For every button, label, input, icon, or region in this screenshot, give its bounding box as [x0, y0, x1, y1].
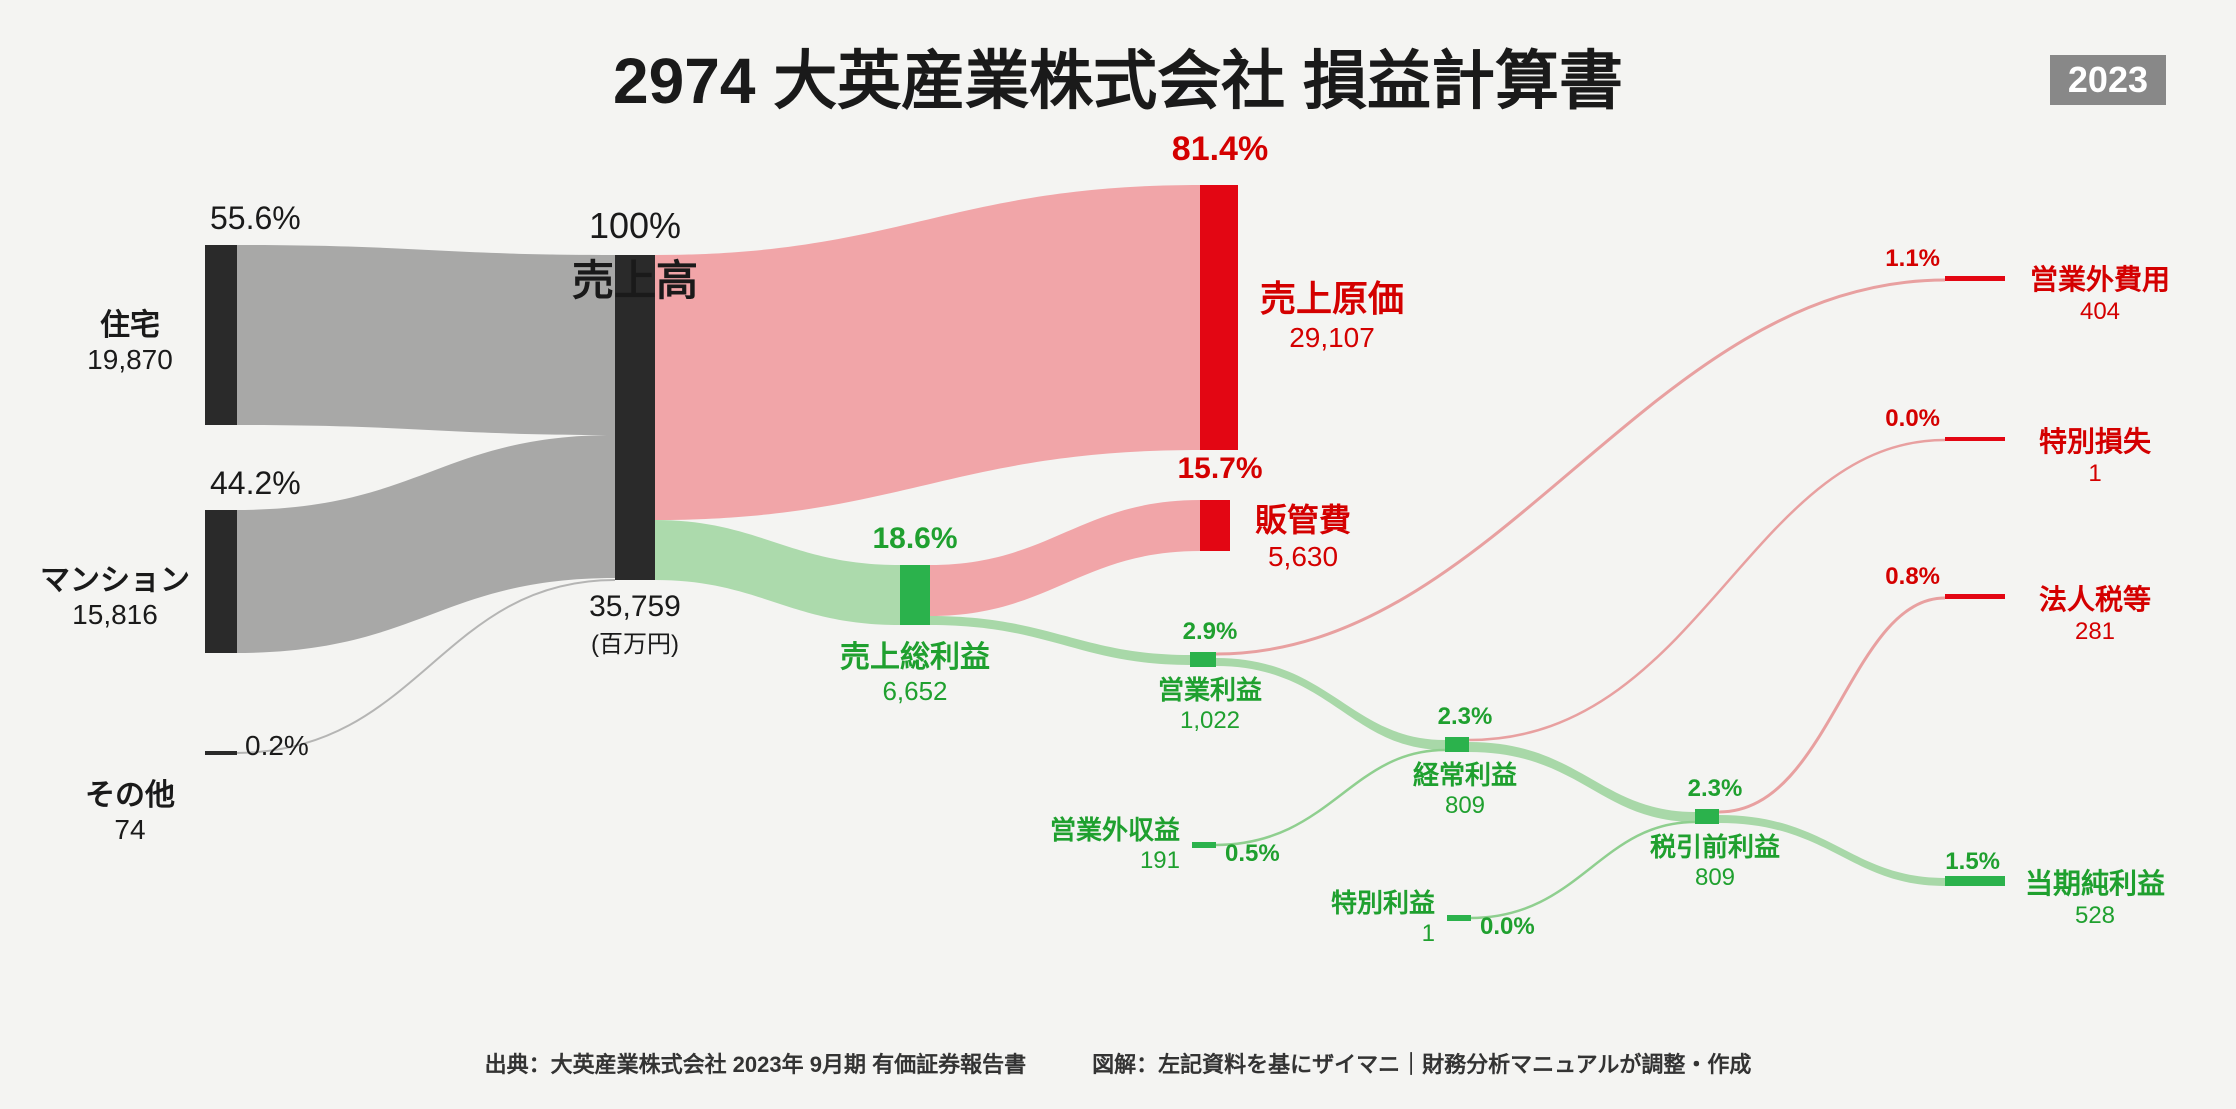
ordinary-pct: 2.3%	[1415, 703, 1515, 731]
sga-label: 販管費 5,630	[1255, 495, 1351, 573]
pretax-pct: 2.3%	[1665, 775, 1765, 803]
net-pct: 1.5%	[1890, 848, 2000, 876]
nonop-inc-pct: 0.5%	[1225, 840, 1280, 868]
tax-pct: 0.8%	[1870, 563, 1940, 591]
sga-pct: 15.7%	[1160, 452, 1280, 486]
revenue-header: 100% 売上高	[545, 205, 725, 308]
nonop-inc-label: 営業外収益 191	[1020, 810, 1180, 875]
housing-pct: 55.6%	[210, 200, 301, 237]
mansion-label: マンション 15,816	[30, 555, 200, 631]
revenue-value: 35,759 (百万円)	[560, 590, 710, 659]
spec-loss-label: 特別損失 1	[2015, 420, 2175, 488]
sankey-diagram	[0, 0, 2236, 1109]
spec-gain-label: 特別利益 1	[1295, 883, 1435, 948]
cogs-label: 売上原価 29,107	[1260, 270, 1404, 354]
tax-label: 法人税等 281	[2015, 578, 2175, 646]
other-pct: 0.2%	[245, 730, 309, 762]
ordinary-label: 経常利益 809	[1395, 755, 1535, 820]
pretax-label: 税引前利益 809	[1635, 827, 1795, 892]
operating-label: 営業利益 1,022	[1140, 670, 1280, 735]
operating-pct: 2.9%	[1160, 618, 1260, 646]
nonop-exp-label: 営業外費用 404	[2015, 258, 2185, 326]
housing-label: 住宅 19,870	[60, 300, 200, 376]
other-label: その他 74	[70, 770, 190, 846]
cogs-pct: 81.4%	[1160, 130, 1280, 169]
nonop-exp-pct: 1.1%	[1870, 245, 1940, 273]
net-label: 当期純利益 528	[2015, 862, 2175, 930]
gross-label: 売上総利益 6,652	[835, 632, 995, 707]
spec-loss-pct: 0.0%	[1870, 405, 1940, 433]
mansion-pct: 44.2%	[210, 465, 301, 502]
gross-pct: 18.6%	[855, 522, 975, 556]
spec-gain-pct: 0.0%	[1480, 913, 1535, 941]
